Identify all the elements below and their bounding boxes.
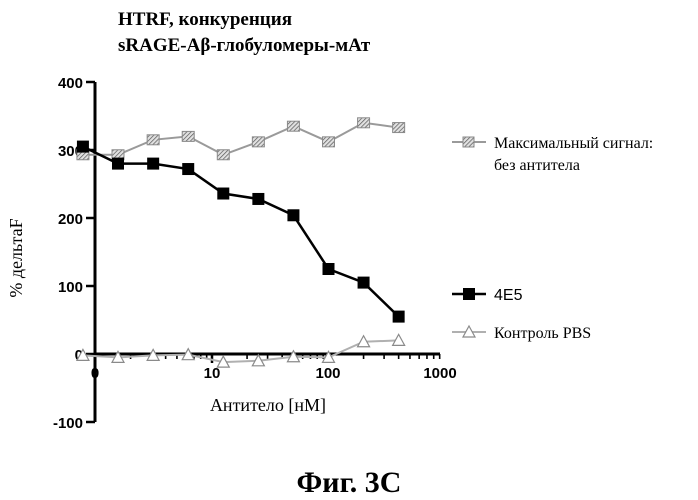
data-point	[358, 277, 370, 289]
data-point	[323, 263, 335, 275]
data-point	[358, 118, 370, 128]
x-tick-label: 1000	[423, 365, 456, 382]
legend-item-4e5: 4E5	[452, 287, 523, 304]
legend-marker	[463, 137, 474, 147]
x-tick-label: 0	[91, 365, 99, 382]
data-point	[287, 121, 299, 131]
legend-label: Максимальный сигнал:	[494, 135, 653, 152]
chart-title-line-2: sRAGE-Aβ-глобуломеры-мАт	[118, 35, 371, 56]
legend-label: Контроль PBS	[494, 325, 591, 342]
figure-caption: Фиг. 3С	[297, 466, 402, 499]
data-point	[182, 163, 194, 175]
y-tick-labels: 400 300 200 100 0 -100	[53, 75, 83, 432]
legend-label: 4E5	[494, 287, 523, 304]
data-point	[77, 141, 89, 153]
x-tick-label: 100	[315, 365, 340, 382]
y-tick-label: 100	[58, 279, 83, 296]
series-line	[83, 147, 399, 317]
legend: Максимальный сигнал: без антитела 4E5 Ко…	[452, 135, 653, 342]
y-tick-label: -100	[53, 415, 83, 432]
data-point	[393, 311, 405, 323]
data-point	[147, 158, 159, 170]
legend-label: без антитела	[494, 157, 580, 174]
data-point	[147, 135, 159, 145]
data-point	[323, 137, 335, 147]
data-point	[217, 150, 229, 160]
legend-item-pbs: Контроль PBS	[452, 325, 591, 342]
data-point	[112, 158, 124, 170]
series-2	[77, 334, 405, 367]
x-tick-labels: 0 10 100 1000	[91, 365, 457, 382]
series-1	[77, 141, 405, 323]
series-0	[77, 118, 405, 160]
data-point	[252, 137, 264, 147]
data-point	[217, 188, 229, 200]
legend-marker	[463, 288, 475, 300]
y-tick-label: 400	[58, 75, 83, 92]
data-point	[287, 209, 299, 221]
series-layer	[77, 118, 405, 367]
series-line	[83, 123, 399, 155]
y-axis-label: % дельтаF	[6, 218, 26, 297]
data-point	[252, 193, 264, 205]
x-axis-label: Антитело [нМ]	[210, 395, 326, 415]
y-tick-label: 200	[58, 211, 83, 228]
legend-item-max-signal: Максимальный сигнал: без антитела	[452, 135, 653, 174]
data-point	[393, 123, 405, 133]
chart-title-line-1: HTRF, конкуренция	[118, 9, 292, 30]
data-point	[182, 131, 194, 141]
